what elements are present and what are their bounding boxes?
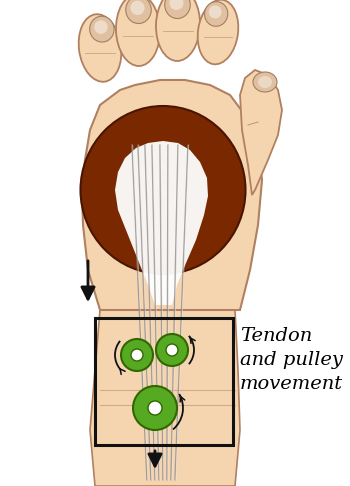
Ellipse shape (79, 14, 121, 82)
Circle shape (131, 349, 143, 361)
Circle shape (148, 401, 162, 415)
Circle shape (166, 344, 178, 356)
Ellipse shape (198, 0, 238, 64)
Polygon shape (115, 141, 208, 305)
Polygon shape (240, 70, 282, 195)
Circle shape (121, 339, 153, 371)
Ellipse shape (80, 106, 245, 274)
Bar (95, 318, 233, 445)
Text: Tendon
and pulley
movement: Tendon and pulley movement (240, 328, 343, 393)
Ellipse shape (253, 72, 277, 92)
Circle shape (156, 334, 188, 366)
Polygon shape (90, 310, 240, 486)
Ellipse shape (90, 16, 114, 42)
Ellipse shape (94, 20, 107, 34)
Ellipse shape (131, 0, 145, 15)
Ellipse shape (116, 0, 160, 66)
Ellipse shape (156, 0, 200, 61)
Circle shape (133, 386, 177, 430)
Ellipse shape (205, 1, 228, 26)
Ellipse shape (169, 0, 183, 10)
Polygon shape (82, 80, 262, 310)
Ellipse shape (165, 0, 190, 18)
Ellipse shape (126, 0, 151, 23)
Ellipse shape (209, 5, 222, 18)
Ellipse shape (258, 76, 272, 88)
